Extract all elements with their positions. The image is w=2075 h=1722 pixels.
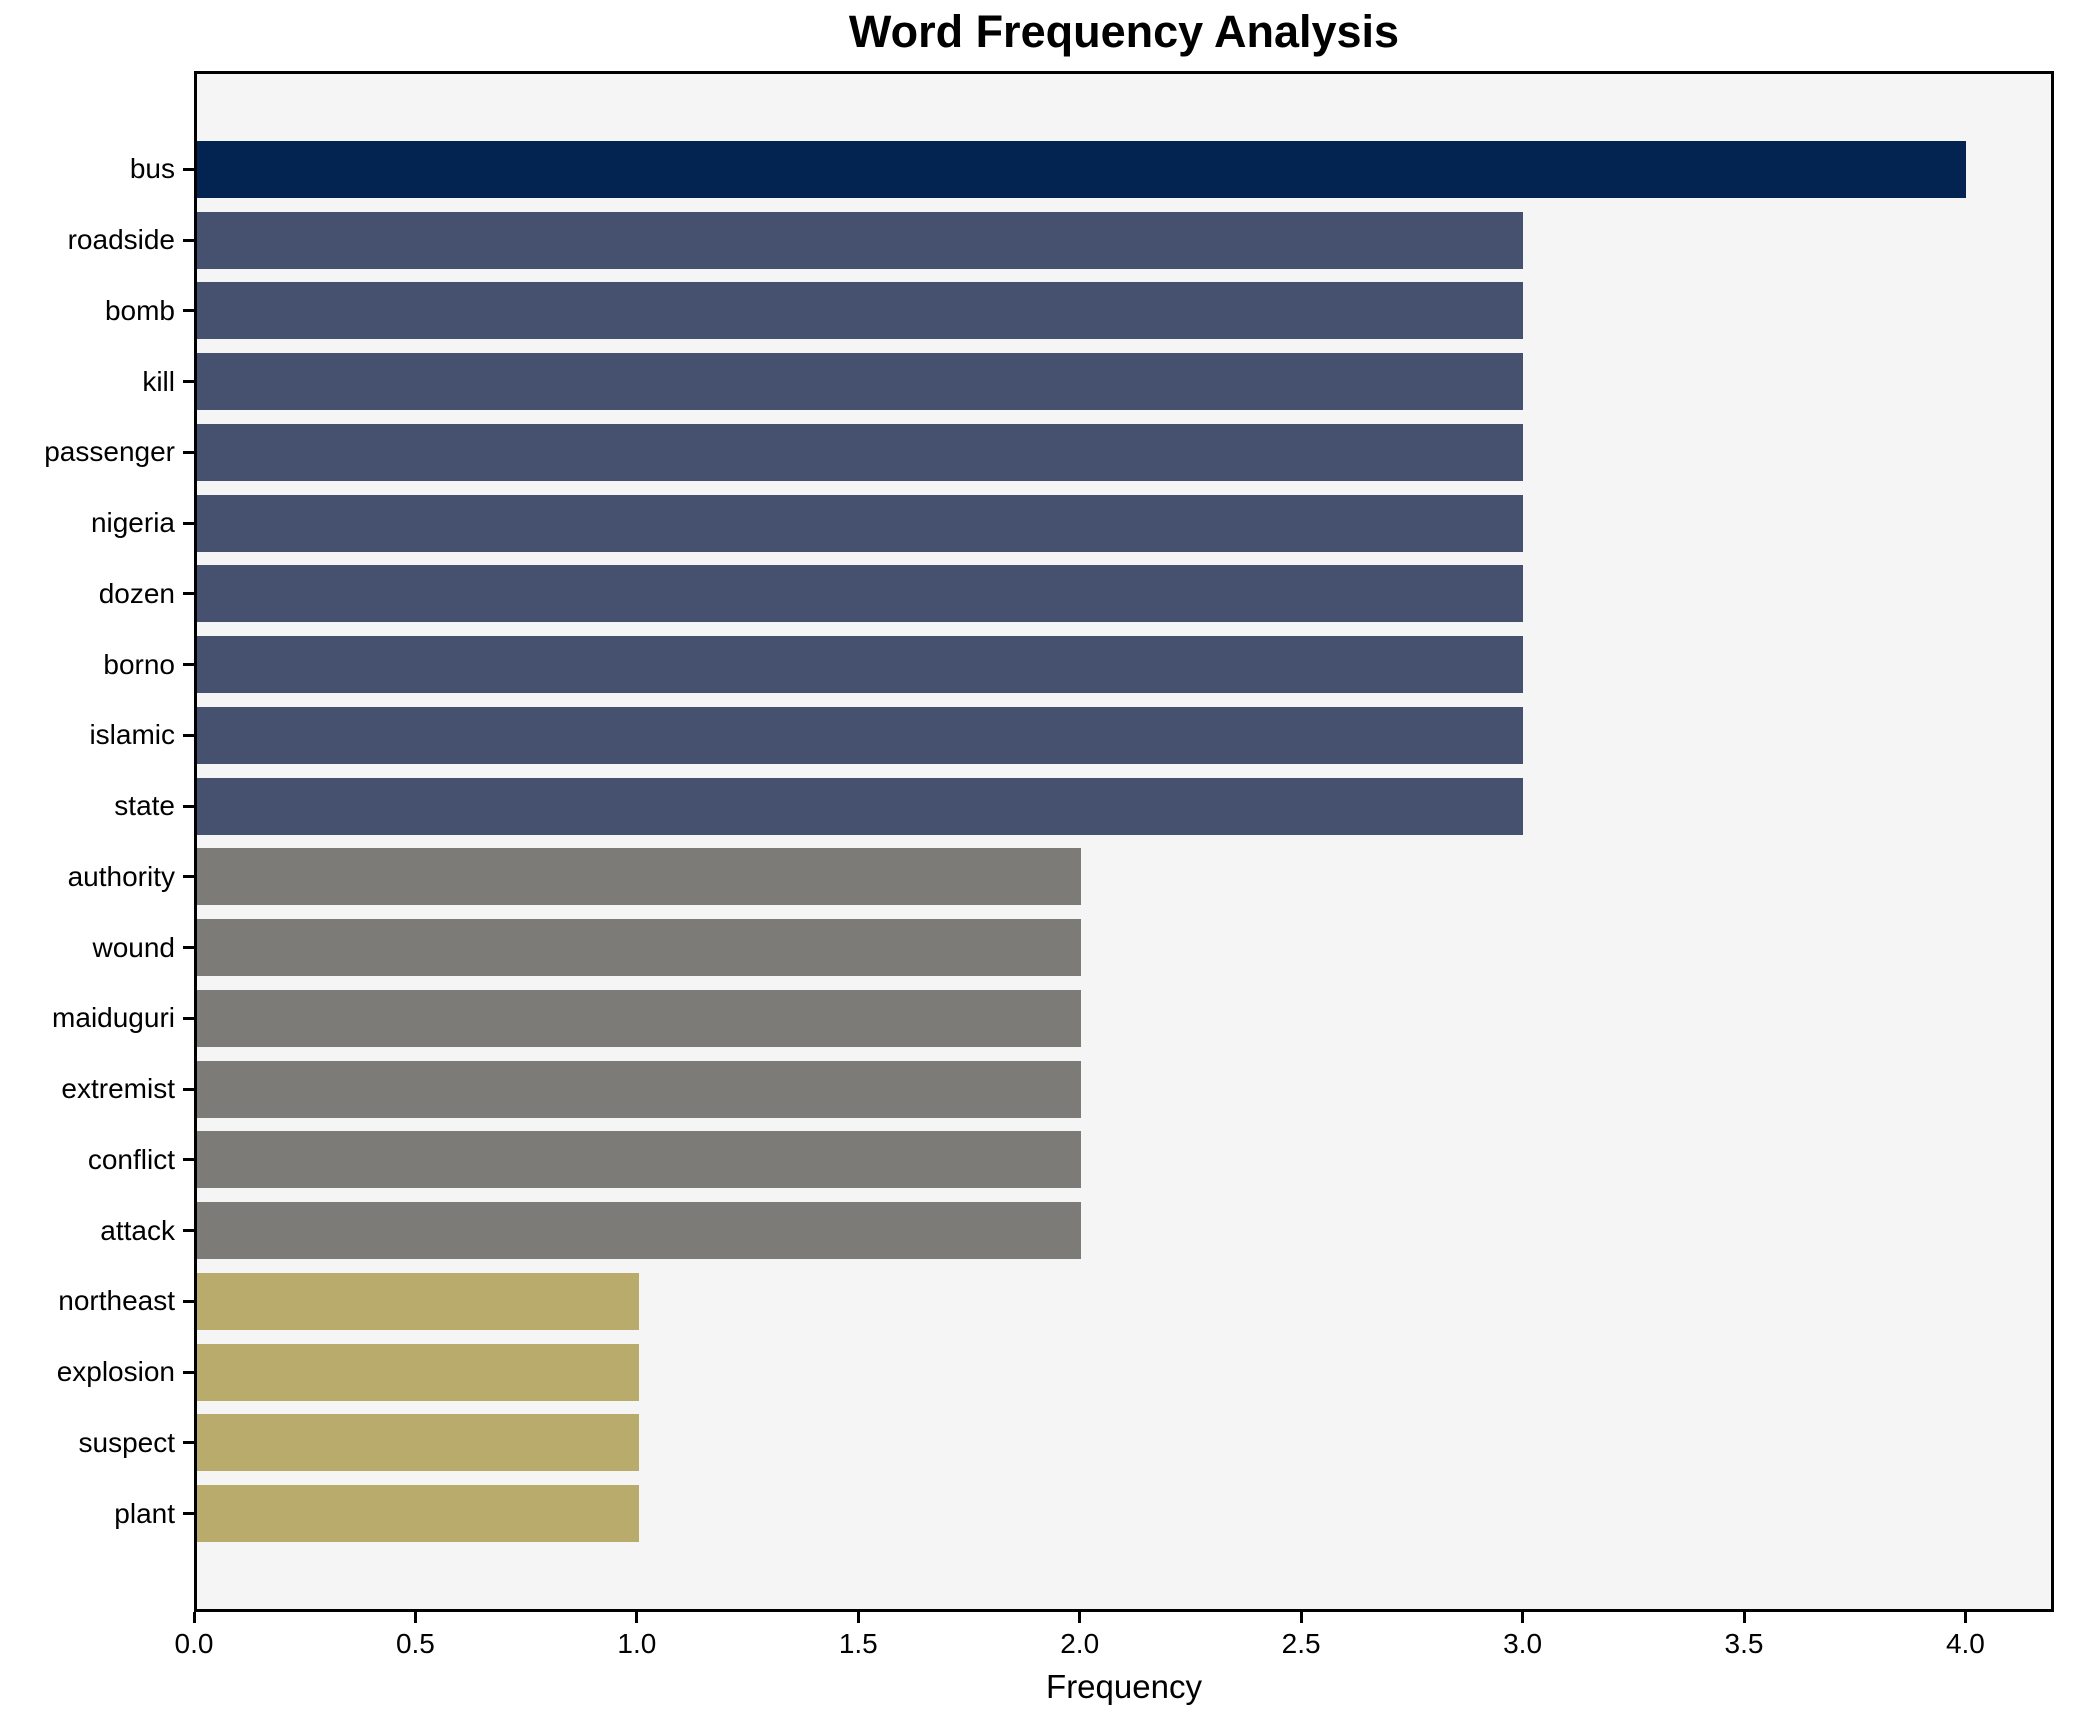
y-tick-mark [183,592,194,596]
x-tick-mark [413,1612,417,1623]
x-tick-mark [1742,1612,1746,1623]
y-tick-mark [183,1512,194,1516]
y-tick-mark [183,1087,194,1091]
bar-passenger [197,423,1524,481]
y-tick-label-wound: wound [92,931,175,963]
y-tick-mark [183,1441,194,1445]
x-tick-mark [192,1612,196,1623]
y-tick-label-plant: plant [114,1497,175,1529]
x-tick-label-0.0: 0.0 [174,1628,214,1659]
y-tick-label-kill: kill [142,365,175,397]
y-tick-label-conflict: conflict [87,1143,175,1175]
y-tick-label-passenger: passenger [44,436,175,468]
x-tick-label-3.0: 3.0 [1503,1628,1543,1659]
bar-suspect [197,1414,640,1472]
bar-plant [197,1485,640,1543]
y-tick-mark [183,875,194,879]
x-tick-label-1.0: 1.0 [617,1628,657,1659]
bar-nigeria [197,494,1524,552]
y-tick-mark [183,1370,194,1374]
bar-extremist [197,1060,1082,1118]
bar-state [197,777,1524,835]
y-tick-mark [183,380,194,384]
x-tick-label-2.0: 2.0 [1060,1628,1100,1659]
x-axis-label: Frequency [1046,1668,1202,1705]
x-tick-mark [1299,1612,1303,1623]
y-tick-label-bus: bus [129,153,175,185]
x-tick-label-0.5: 0.5 [395,1628,435,1659]
y-tick-label-roadside: roadside [67,224,175,256]
bar-maiduguri [197,989,1082,1047]
y-tick-label-northeast: northeast [58,1285,175,1317]
y-tick-label-maiduguri: maiduguri [52,1002,175,1034]
y-tick-mark [183,804,194,808]
bar-borno [197,636,1524,694]
y-tick-label-suspect: suspect [78,1426,176,1458]
y-tick-mark [183,1016,194,1020]
bar-islamic [197,706,1524,764]
bar-northeast [197,1272,640,1330]
bar-bus [197,140,1966,198]
y-tick-mark [183,309,194,313]
y-tick-mark [183,238,194,242]
y-tick-mark [183,450,194,454]
x-tick-label-2.5: 2.5 [1281,1628,1321,1659]
y-tick-mark [183,1158,194,1162]
y-tick-label-dozen: dozen [98,577,175,609]
y-tick-label-authority: authority [67,860,175,892]
y-tick-mark [183,167,194,171]
bar-bomb [197,282,1524,340]
bar-roadside [197,211,1524,269]
x-tick-label-3.5: 3.5 [1724,1628,1764,1659]
y-tick-label-extremist: extremist [61,1073,175,1105]
x-tick-mark [1963,1612,1967,1623]
y-tick-mark [183,733,194,737]
chart-title: Word Frequency Analysis [848,6,1400,57]
x-tick-label-4.0: 4.0 [1945,1628,1985,1659]
bar-attack [197,1202,1082,1260]
bar-kill [197,353,1524,411]
y-tick-mark [183,663,194,667]
x-tick-mark [856,1612,860,1623]
y-tick-mark [183,1299,194,1303]
bar-wound [197,919,1082,977]
bar-authority [197,848,1082,906]
y-tick-mark [183,521,194,525]
y-tick-label-attack: attack [100,1214,175,1246]
x-tick-label-1.5: 1.5 [838,1628,878,1659]
y-tick-label-bomb: bomb [104,294,175,326]
y-tick-label-borno: borno [103,648,175,680]
bar-explosion [197,1343,640,1401]
y-tick-label-islamic: islamic [89,719,175,751]
y-tick-label-nigeria: nigeria [90,507,175,539]
x-tick-mark [1078,1612,1082,1623]
y-tick-mark [183,946,194,950]
y-tick-mark [183,1229,194,1233]
x-tick-mark [1521,1612,1525,1623]
y-tick-label-state: state [114,790,175,822]
bar-dozen [197,565,1524,623]
x-tick-mark [635,1612,639,1623]
bar-conflict [197,1131,1082,1189]
y-tick-label-explosion: explosion [56,1356,175,1388]
